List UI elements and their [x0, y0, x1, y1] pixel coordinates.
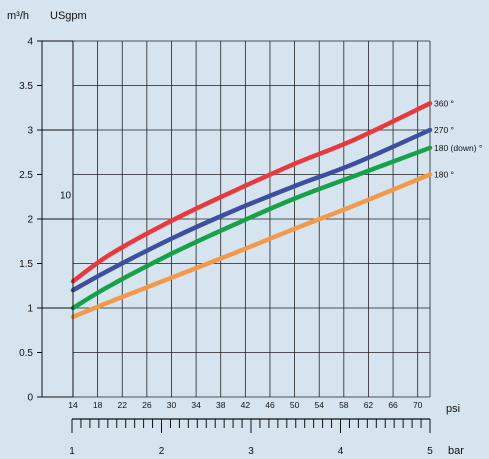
psi-tick-label: 58 — [339, 400, 349, 410]
chart-axes — [37, 40, 431, 433]
series-line — [70, 145, 433, 311]
units-right-label: USgpm — [50, 10, 87, 22]
psi-tick-label: 26 — [142, 400, 152, 410]
m3h-tick-label: 3.5 — [19, 81, 33, 92]
psi-tick-label: 34 — [191, 400, 201, 410]
units-left-label: m³/h — [7, 10, 29, 22]
psi-tick-label: 54 — [314, 400, 324, 410]
usgpm-tick-label: 10 — [60, 190, 72, 201]
m3h-tick-label: 2.5 — [19, 170, 33, 181]
series-label: 180 ° — [434, 170, 454, 180]
bar-tick-label: 5 — [427, 446, 433, 457]
m3h-tick-label: 0.5 — [19, 348, 33, 359]
bar-tick-label: 3 — [248, 446, 254, 457]
psi-tick-label: 42 — [241, 400, 251, 410]
series-label: 360 ° — [434, 98, 454, 108]
psi-tick-label: 14 — [68, 400, 78, 410]
series-line — [70, 101, 433, 284]
series-label: 180 (down) ° — [434, 143, 482, 153]
psi-unit-label: psi — [446, 403, 460, 415]
series-label: 270 ° — [434, 125, 454, 135]
m3h-tick-label: 3 — [27, 126, 33, 137]
bar-tick-label: 1 — [69, 446, 75, 457]
m3h-tick-label: 1 — [27, 304, 33, 315]
m3h-tick-label: 0 — [27, 393, 33, 404]
psi-tick-label: 38 — [216, 400, 226, 410]
series-line — [70, 127, 433, 293]
m3h-tick-label: 4 — [27, 37, 33, 48]
m3h-tick-label: 2 — [27, 215, 33, 226]
psi-tick-label: 70 — [413, 400, 423, 410]
chart-labels: 360 ° 270 ° 180 (down) ° 180 ° 0 0.5 1 1.5 2 2.5 3… — [7, 10, 482, 457]
chart-curves — [70, 101, 433, 320]
m3h-tick-label: 1.5 — [19, 259, 33, 270]
psi-tick-label: 30 — [167, 400, 177, 410]
bar-tick-label: 2 — [159, 446, 165, 457]
psi-tick-label: 66 — [388, 400, 398, 410]
psi-tick-label: 50 — [290, 400, 300, 410]
psi-tick-label: 46 — [265, 400, 275, 410]
psi-tick-label: 22 — [118, 400, 128, 410]
psi-tick-label: 18 — [93, 400, 103, 410]
bar-tick-label: 4 — [338, 446, 344, 457]
bar-unit-label: bar — [448, 445, 464, 457]
psi-tick-label: 62 — [364, 400, 374, 410]
series-line — [70, 172, 433, 320]
